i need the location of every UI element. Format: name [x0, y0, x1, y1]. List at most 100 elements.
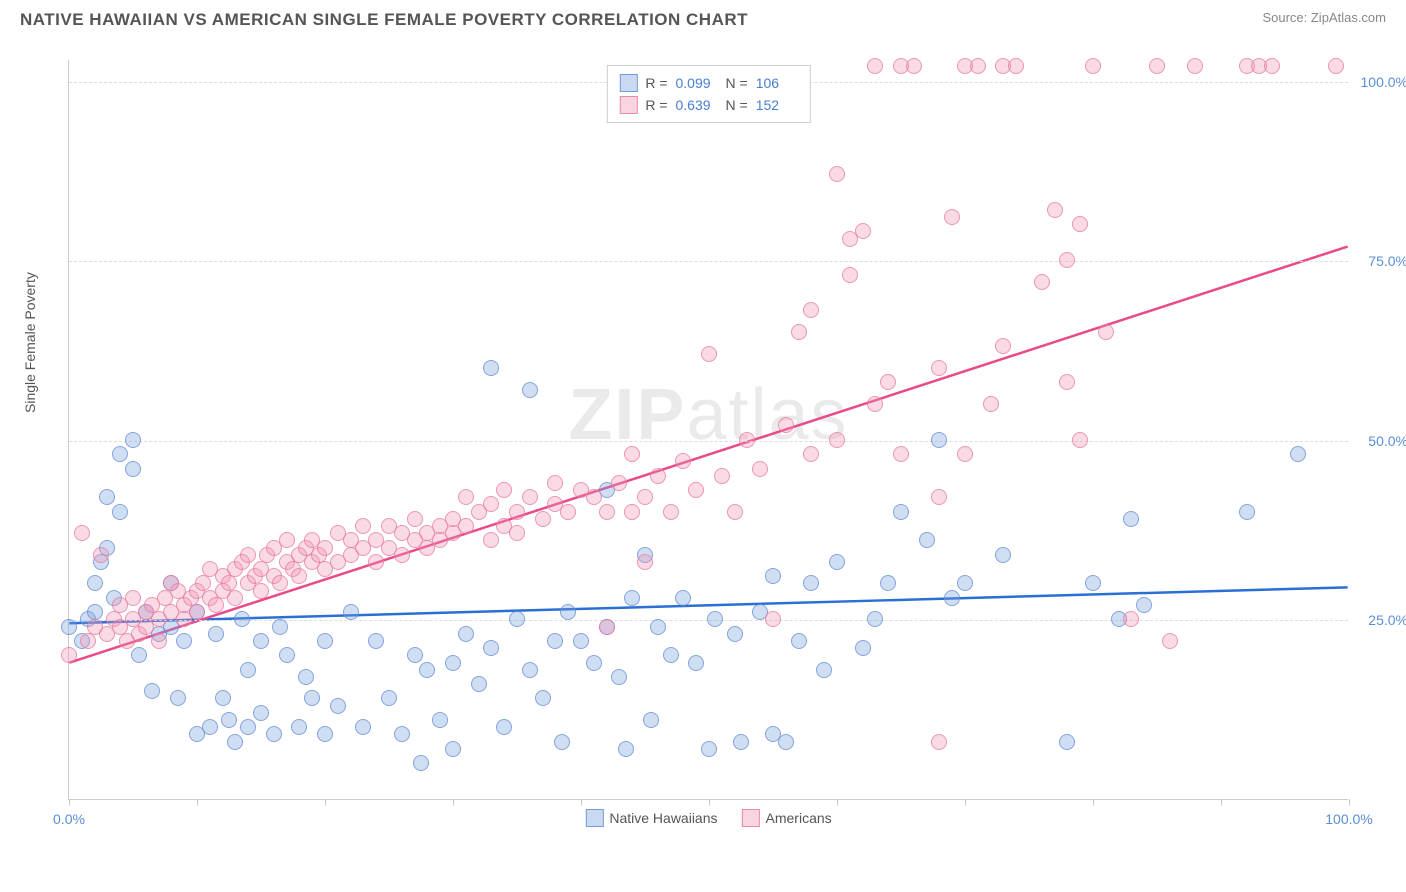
scatter-point	[368, 633, 384, 649]
scatter-point	[855, 640, 871, 656]
scatter-point	[931, 489, 947, 505]
scatter-point	[80, 633, 96, 649]
scatter-point	[547, 475, 563, 491]
scatter-point	[483, 640, 499, 656]
scatter-point	[637, 489, 653, 505]
scatter-point	[829, 166, 845, 182]
scatter-point	[599, 504, 615, 520]
scatter-point	[1085, 575, 1101, 591]
scatter-point	[413, 755, 429, 771]
scatter-point	[995, 338, 1011, 354]
chart-title: NATIVE HAWAIIAN VS AMERICAN SINGLE FEMAL…	[20, 10, 748, 30]
scatter-point	[1085, 58, 1101, 74]
scatter-point	[1123, 611, 1139, 627]
scatter-point	[618, 741, 634, 757]
scatter-point	[1059, 734, 1075, 750]
legend-stats: R = 0.099 N = 106 R = 0.639 N = 152	[606, 65, 810, 123]
r-value-blue: 0.099	[676, 75, 718, 91]
n-label: N =	[726, 97, 748, 113]
scatter-point	[125, 461, 141, 477]
scatter-point	[547, 633, 563, 649]
scatter-point	[880, 374, 896, 390]
scatter-point	[458, 626, 474, 642]
scatter-point	[586, 655, 602, 671]
scatter-point	[304, 690, 320, 706]
legend-item-native-hawaiians: Native Hawaiians	[585, 809, 717, 827]
scatter-point	[368, 554, 384, 570]
scatter-point	[778, 417, 794, 433]
scatter-point	[458, 518, 474, 534]
r-label: R =	[645, 75, 667, 91]
scatter-point	[675, 590, 691, 606]
scatter-point	[112, 446, 128, 462]
scatter-point	[983, 396, 999, 412]
n-label: N =	[726, 75, 748, 91]
legend-swatch-pink-icon	[742, 809, 760, 827]
scatter-point	[803, 302, 819, 318]
scatter-point	[483, 496, 499, 512]
scatter-point	[893, 446, 909, 462]
r-value-pink: 0.639	[676, 97, 718, 113]
y-tick-label: 25.0%	[1368, 612, 1406, 628]
scatter-point	[509, 611, 525, 627]
legend-swatch-blue-icon	[585, 809, 603, 827]
scatter-point	[970, 58, 986, 74]
scatter-point	[272, 619, 288, 635]
scatter-point	[483, 532, 499, 548]
scatter-point	[944, 590, 960, 606]
scatter-point	[573, 633, 589, 649]
scatter-point	[298, 669, 314, 685]
scatter-point	[688, 655, 704, 671]
x-tick	[709, 799, 710, 806]
scatter-point	[99, 489, 115, 505]
scatter-point	[1149, 58, 1165, 74]
scatter-point	[560, 504, 576, 520]
scatter-point	[931, 734, 947, 750]
scatter-point	[227, 734, 243, 750]
scatter-point	[240, 662, 256, 678]
grid-line	[69, 261, 1348, 262]
scatter-point	[1123, 511, 1139, 527]
scatter-point	[343, 604, 359, 620]
scatter-point	[867, 396, 883, 412]
legend-swatch-blue-icon	[619, 74, 637, 92]
scatter-point	[650, 619, 666, 635]
legend-swatch-pink-icon	[619, 96, 637, 114]
scatter-point	[1072, 432, 1088, 448]
scatter-point	[643, 712, 659, 728]
n-value-blue: 106	[756, 75, 798, 91]
trend-lines-svg	[69, 60, 1348, 799]
scatter-point	[279, 532, 295, 548]
scatter-point	[432, 712, 448, 728]
scatter-point	[624, 590, 640, 606]
scatter-point	[125, 590, 141, 606]
scatter-point	[675, 453, 691, 469]
scatter-point	[496, 482, 512, 498]
scatter-point	[599, 619, 615, 635]
scatter-point	[1136, 597, 1152, 613]
scatter-point	[253, 583, 269, 599]
scatter-point	[1239, 504, 1255, 520]
legend-stats-row-pink: R = 0.639 N = 152	[619, 94, 797, 116]
scatter-point	[419, 662, 435, 678]
x-tick	[837, 799, 838, 806]
source-link[interactable]: ZipAtlas.com	[1311, 10, 1386, 25]
scatter-point	[509, 525, 525, 541]
x-tick	[1349, 799, 1350, 806]
scatter-point	[701, 346, 717, 362]
scatter-point	[458, 489, 474, 505]
scatter-point	[957, 446, 973, 462]
scatter-point	[867, 611, 883, 627]
scatter-point	[471, 676, 487, 692]
scatter-point	[714, 468, 730, 484]
scatter-point	[707, 611, 723, 627]
legend-bottom: Native Hawaiians Americans	[585, 809, 831, 827]
scatter-point	[208, 597, 224, 613]
scatter-point	[253, 633, 269, 649]
scatter-point	[611, 669, 627, 685]
scatter-point	[317, 633, 333, 649]
scatter-point	[919, 532, 935, 548]
n-value-pink: 152	[756, 97, 798, 113]
scatter-point	[688, 482, 704, 498]
scatter-point	[291, 568, 307, 584]
